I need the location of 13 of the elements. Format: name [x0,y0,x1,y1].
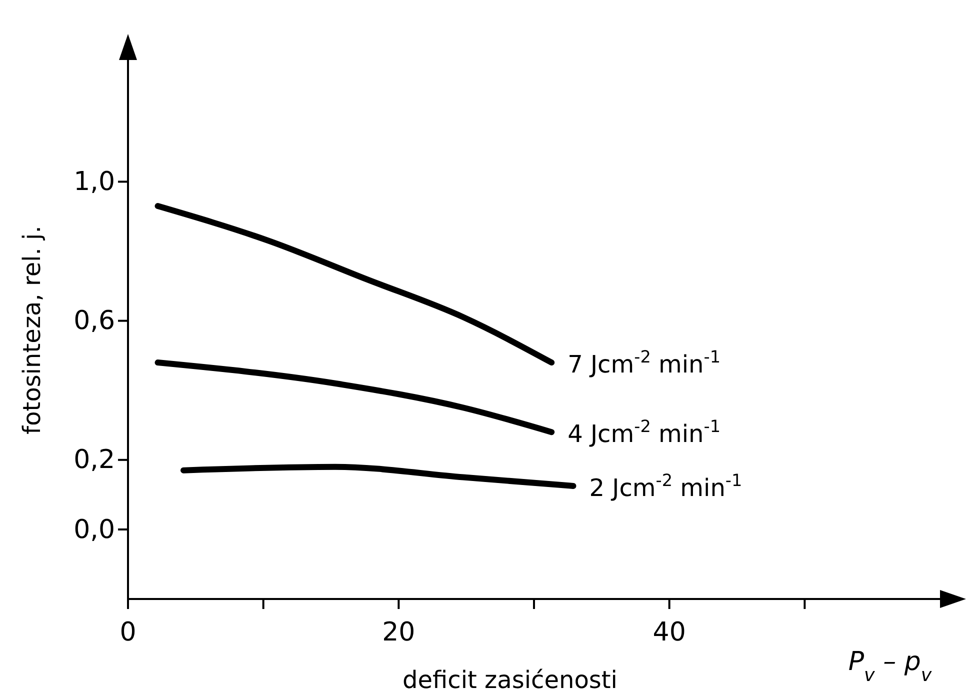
x-tick-label: 20 [382,618,416,648]
y-tick-label: 0,0 [74,514,115,545]
x-axis-title: deficit zasićenosti [402,666,618,694]
y-tick-label: 0,6 [74,306,115,336]
y-tick-label: 0,2 [74,445,115,476]
y-tick-label: 1,0 [74,167,115,198]
x-tick-label: 40 [652,618,686,648]
series-label: 4 Jcm$^{-2}$ min$^{-1}$ [568,416,721,448]
text: P$_{v}$ – p$_{v}$ [848,647,932,686]
series-label: 2 Jcm$^{-2}$ min$^{-1}$ [589,470,742,502]
series-label: 7 Jcm$^{-2}$ min$^{-1}$ [568,346,721,379]
x-tick-label: 0 [120,618,136,648]
y-axis-title: fotosinteza, rel. j. [18,226,46,434]
